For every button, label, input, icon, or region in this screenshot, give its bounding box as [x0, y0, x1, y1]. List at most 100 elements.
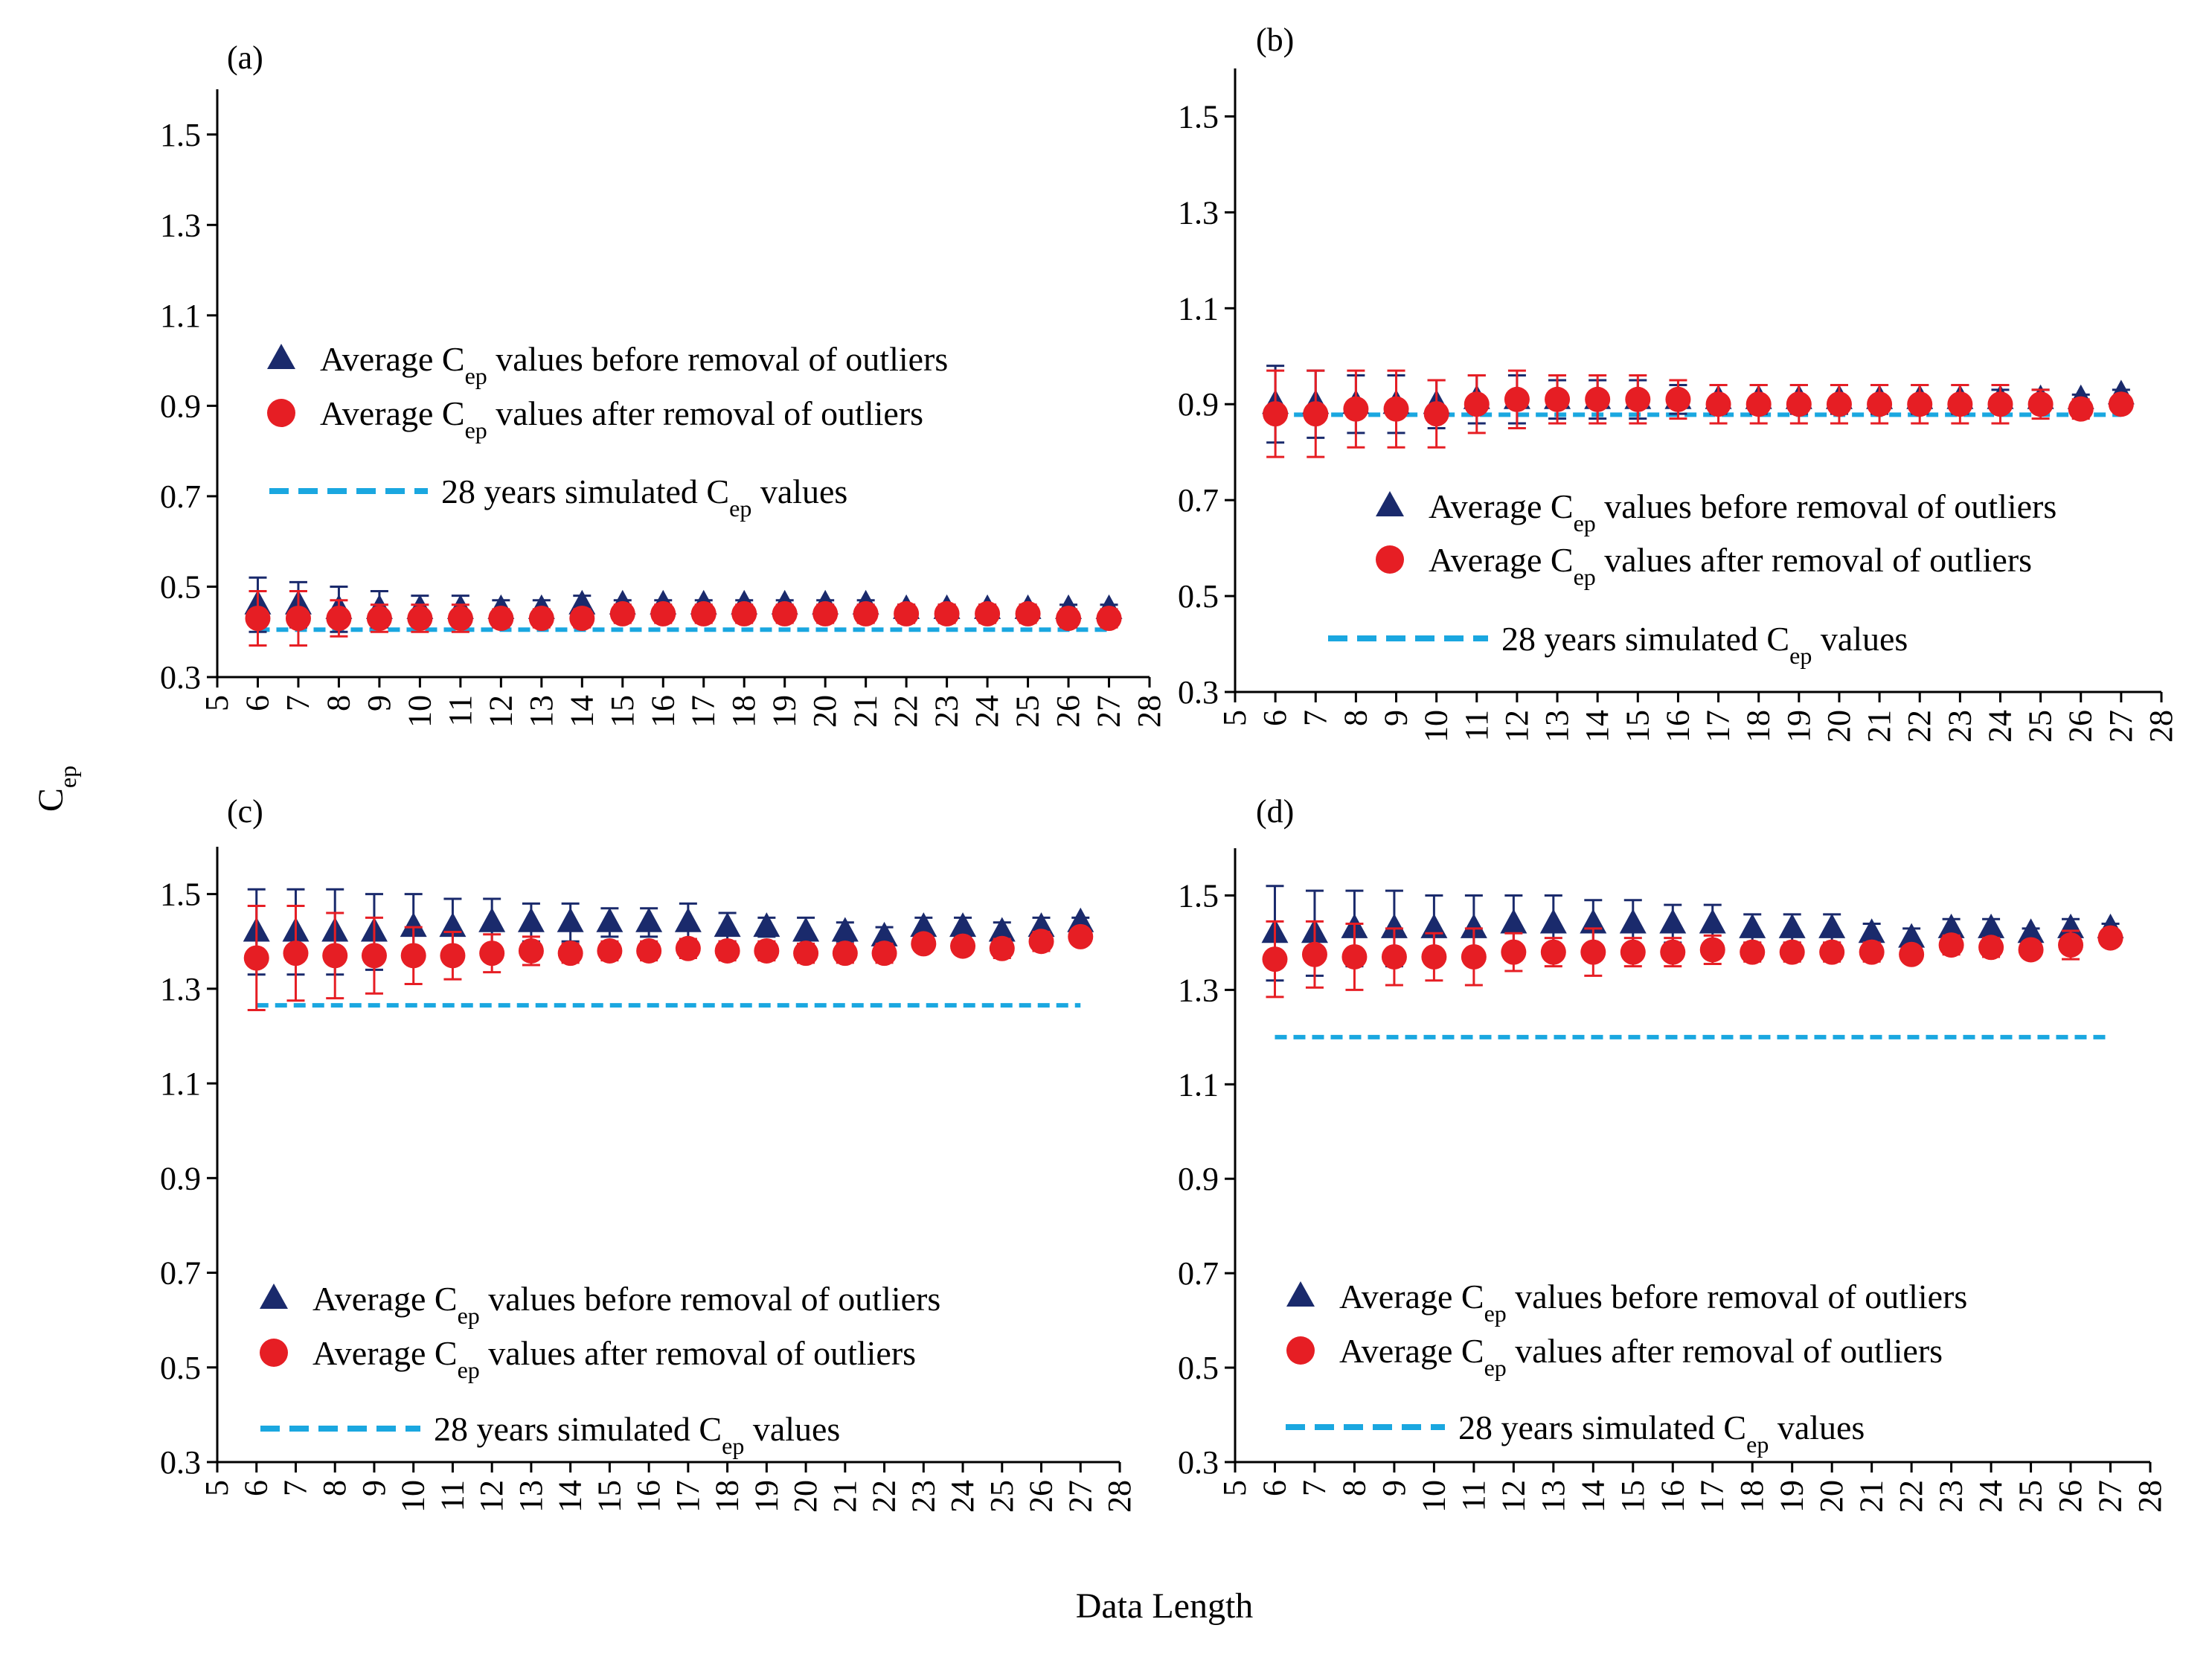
x-tick-label: 6	[239, 695, 275, 711]
after-data-point	[975, 600, 1001, 626]
after-data-point	[754, 938, 780, 964]
after-data-point	[366, 606, 392, 631]
y-tick-label: 0.9	[160, 1160, 201, 1196]
legend-text-main: C	[442, 340, 465, 378]
legend-text-prefix: Average	[1339, 1278, 1461, 1315]
after-data-point	[1779, 939, 1805, 965]
x-tick-label: 7	[277, 1480, 313, 1496]
after-data-point	[911, 931, 937, 957]
x-tick-label: 27	[2103, 710, 2139, 743]
after-data-point	[1540, 939, 1566, 965]
after-data-point	[2068, 396, 2094, 422]
legend-text-suffix: values after removal of outliers	[487, 394, 923, 432]
after-data-point	[569, 606, 595, 631]
legend-text-sub: ep	[1484, 1354, 1507, 1381]
x-tick-label: 8	[320, 695, 356, 711]
x-tick-label: 9	[356, 1480, 392, 1496]
x-tick-label: 11	[1458, 710, 1495, 741]
x-tick-label: 16	[1659, 710, 1696, 743]
y-tick-label: 1.1	[1178, 290, 1219, 327]
x-tick-label: 5	[199, 1480, 235, 1496]
legend-text-sub: ep	[1574, 510, 1596, 536]
legend-text-main: C	[435, 1280, 458, 1318]
before-data-point	[988, 917, 1016, 942]
x-tick-label: 10	[1418, 710, 1455, 743]
triangle-marker-icon	[267, 344, 295, 369]
x-tick-label: 22	[1901, 710, 1937, 743]
shared-y-axis-label-sub: ep	[54, 766, 81, 788]
legend-text-main: C	[435, 1334, 458, 1372]
x-tick-label: 7	[280, 695, 316, 711]
after-data-point	[2018, 937, 2044, 963]
x-tick-label: 13	[523, 695, 560, 728]
legend-after-label: Average Cep values after removal of outl…	[1429, 541, 2032, 590]
legend-before-label: Average Cep values before removal of out…	[1429, 487, 2056, 536]
after-data-point	[1978, 935, 2004, 961]
after-data-point	[1501, 939, 1527, 965]
after-data-point	[934, 600, 960, 626]
legend-text-main: C	[1551, 487, 1574, 525]
y-tick-label: 1.3	[160, 971, 201, 1007]
after-data-point	[1899, 941, 1925, 967]
legend-text-prefix: Average	[1429, 487, 1551, 525]
y-tick-label: 0.5	[160, 568, 201, 605]
x-tick-label: 16	[630, 1480, 667, 1513]
x-tick-label: 12	[482, 695, 519, 728]
before-data-point	[1898, 923, 1926, 948]
legend-text-prefix: Average	[1339, 1332, 1461, 1370]
legend-text-sub: ep	[458, 1302, 480, 1329]
after-data-point	[1859, 939, 1885, 965]
chart-panel: (b)0.30.50.70.91.11.31.55 6 7 8 9 10 11 12 13 14 1…	[1178, 22, 2179, 743]
before-data-point	[753, 912, 780, 938]
x-tick-label: 26	[1023, 1480, 1059, 1513]
y-tick-label: 0.3	[160, 1444, 201, 1481]
x-tick-label: 13	[1535, 1480, 1571, 1513]
x-tick-label: 22	[866, 1480, 903, 1513]
y-tick-label: 1.3	[1178, 194, 1219, 231]
legend-text-prefix: 28 years simulated	[1501, 620, 1766, 658]
after-data-point	[1705, 391, 1731, 417]
legend-text-suffix: values before removal of outliers	[480, 1280, 941, 1318]
circle-marker-icon	[1286, 1336, 1315, 1365]
y-tick-label: 0.5	[1178, 1350, 1219, 1386]
before-data-point	[1818, 913, 1846, 938]
x-tick-label: 18	[1740, 710, 1777, 743]
x-tick-label: 26	[1050, 695, 1086, 728]
x-tick-label: 20	[1821, 710, 1857, 743]
x-tick-label: 27	[2092, 1480, 2129, 1513]
x-tick-label: 27	[1091, 695, 1127, 728]
after-data-point	[1740, 939, 1766, 965]
after-data-point	[488, 606, 514, 631]
before-data-point	[714, 912, 741, 938]
panel-label: (c)	[227, 793, 263, 830]
before-data-point	[871, 921, 898, 946]
after-data-point	[1745, 391, 1772, 417]
before-data-point	[1539, 908, 1567, 934]
legend-text-main: C	[1766, 620, 1789, 658]
x-tick-label: 21	[827, 1480, 863, 1513]
x-tick-label: 25	[2022, 710, 2059, 743]
panel-label: (d)	[1256, 793, 1294, 830]
shared-y-axis-label-main: C	[31, 788, 71, 812]
y-tick-label: 0.9	[1178, 1161, 1219, 1197]
after-data-point	[1665, 386, 1691, 412]
y-tick-label: 1.5	[1178, 877, 1219, 914]
x-tick-label: 14	[563, 695, 600, 728]
after-data-point	[1343, 396, 1369, 422]
before-data-point	[1580, 908, 1607, 934]
after-data-point	[1421, 943, 1447, 970]
x-tick-label: 15	[604, 695, 641, 728]
x-tick-label: 10	[395, 1480, 432, 1513]
legend-text-prefix: 28 years simulated	[441, 472, 706, 510]
legend-after-label: Average Cep values after removal of outl…	[312, 1334, 916, 1383]
before-data-point	[596, 907, 623, 932]
x-tick-label: 14	[1579, 710, 1615, 743]
x-tick-label: 6	[1256, 1480, 1292, 1496]
legend-text-prefix: Average	[1429, 541, 1551, 579]
x-tick-label: 17	[1694, 1480, 1731, 1513]
after-data-point	[1303, 401, 1329, 427]
x-tick-label: 8	[1337, 710, 1373, 726]
after-data-point	[1786, 391, 1812, 417]
x-tick-label: 25	[984, 1480, 1020, 1513]
x-tick-label: 23	[929, 695, 965, 728]
